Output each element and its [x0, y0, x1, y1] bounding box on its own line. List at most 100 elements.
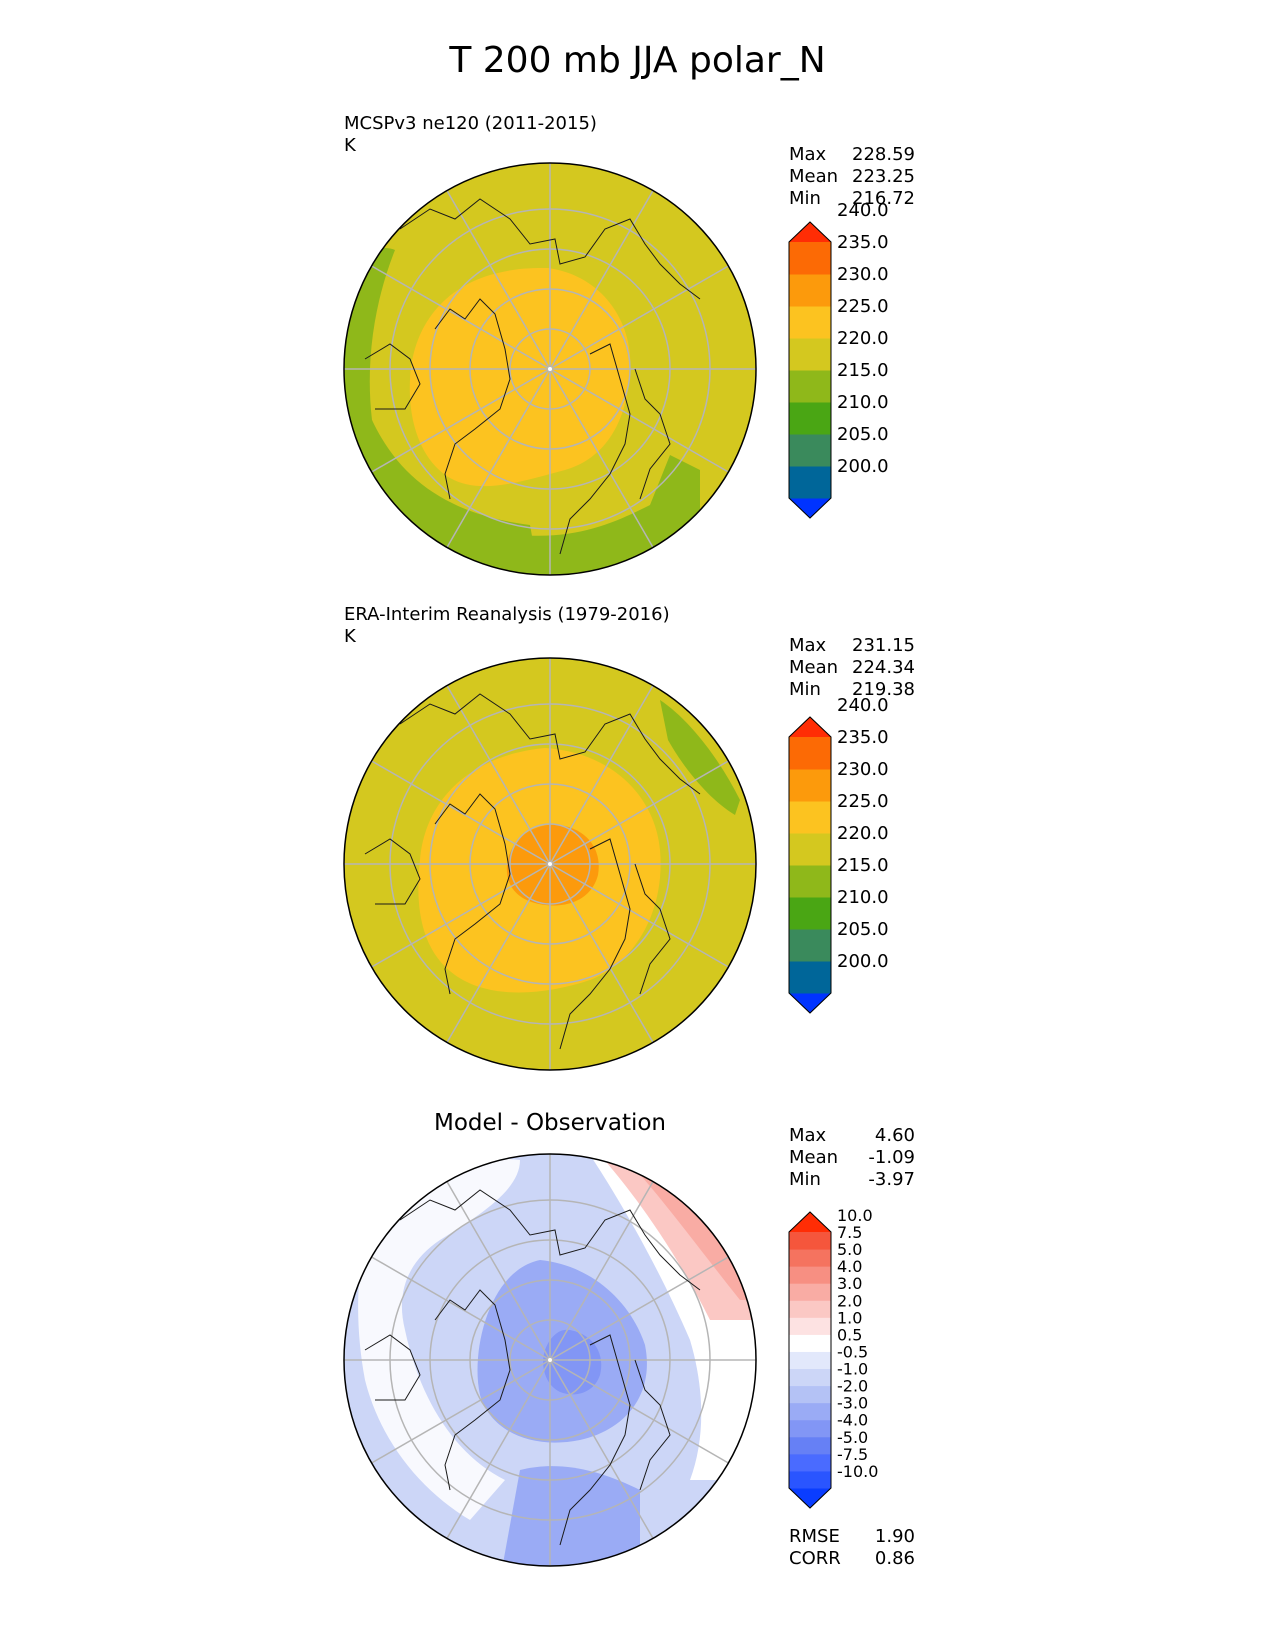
north-pole-marker [548, 367, 552, 371]
meridian-line [371, 265, 551, 370]
panel1-title: MCSPv3 ne120 (2011-2015) K [344, 113, 597, 156]
figure-title: T 200 mb JJA polar_N [449, 40, 826, 81]
colorbar-tick-label: 215.0 [837, 360, 889, 381]
colorbar-tick-label: 210.0 [837, 887, 889, 908]
colorbar-tick-label: 240.0 [837, 695, 889, 716]
colorbar-segment [789, 1300, 831, 1318]
colorbar-segment [789, 1351, 831, 1370]
meridian-line [549, 1256, 729, 1361]
colorbar-extend-min [789, 993, 831, 1013]
colorbar-tick-label: 7.5 [837, 1223, 862, 1242]
colorbar-outline [788, 716, 832, 1014]
colorbar-segment [789, 1283, 831, 1301]
meridian-line [371, 1256, 551, 1361]
colorbar-tick-label: -10.0 [837, 1462, 878, 1481]
colorbar-tick-label: 220.0 [837, 328, 889, 349]
colorbar-tick-label: -1.0 [837, 1360, 868, 1379]
field-near-zero [358, 1158, 520, 1520]
meridian-line [549, 760, 729, 865]
colorbar-outline [788, 1211, 832, 1509]
meridian-line [549, 368, 654, 548]
meridian-line [371, 1359, 551, 1464]
colorbar-tick-label: 235.0 [837, 727, 889, 748]
colorbar-tick-label: 2.0 [837, 1291, 862, 1310]
colorbar-3: -10.0-7.5-5.0-4.0-3.0-2.0-1.0-0.50.51.02… [788, 1206, 878, 1509]
north-pole-marker [548, 862, 552, 866]
meridian-line [446, 190, 551, 370]
colorbar-tick-label: 230.0 [837, 759, 889, 780]
colorbar-tick-label: -7.5 [837, 1445, 868, 1464]
north-pole-marker [548, 1358, 552, 1362]
colorbar-segment [789, 1385, 831, 1404]
colorbar-segment [789, 274, 831, 307]
colorbar-segment [789, 929, 831, 962]
panel2-stats: Max 231.15 Mean 224.34 Min 219.38 [789, 635, 915, 700]
colorbar-2: 200.0 205.0 210.0 215.0 220.0 225.0 230.0 235.0… [788, 695, 889, 1014]
colorbar-segment [789, 1266, 831, 1284]
colorbar-segment [789, 1402, 831, 1421]
meridian-line [549, 1181, 654, 1361]
colorbar-segment [789, 1232, 831, 1250]
colorbar-extend-min [789, 498, 831, 518]
colorbar-tick-label: -3.0 [837, 1394, 868, 1413]
colorbar-tick-label: -4.0 [837, 1411, 868, 1430]
colorbar-tick-label: 1.0 [837, 1308, 862, 1327]
map-border [343, 1153, 757, 1567]
meridian-line [371, 863, 551, 968]
colorbar-segment [789, 1436, 831, 1455]
colorbar-segment [789, 769, 831, 802]
colorbar-segment [789, 338, 831, 371]
colorbar-segment [789, 1453, 831, 1472]
colorbar-segment [789, 1368, 831, 1387]
meridian-line [446, 1359, 551, 1539]
colorbar-tick-label: 205.0 [837, 919, 889, 940]
colorbar-tick-label: 200.0 [837, 456, 889, 477]
colorbar-segment [789, 737, 831, 770]
colorbar-segment [789, 1249, 831, 1267]
colorbar-extend-max [789, 222, 831, 242]
map-border [343, 162, 757, 576]
colorbar-segment [789, 242, 831, 275]
meridian-line [446, 685, 551, 865]
colorbar-extend-max [789, 1212, 831, 1232]
colorbar-segment [789, 833, 831, 866]
colorbar-segment [789, 402, 831, 435]
meridian-line [371, 760, 551, 865]
colorbar-tick-label: 0.5 [837, 1325, 862, 1344]
colorbar-tick-label: -5.0 [837, 1428, 868, 1447]
colorbar-segment [789, 1334, 831, 1352]
colorbar-tick-label: 200.0 [837, 951, 889, 972]
coastline [364, 1189, 701, 1546]
panel3-stats: Max 4.60 Mean -1.09 Min -3.97 [789, 1125, 915, 1190]
colorbar-extend-min [789, 1488, 831, 1508]
meridian-line [549, 1359, 654, 1539]
colorbar-tick-label: -0.5 [837, 1342, 868, 1361]
meridian-line [549, 863, 729, 968]
colorbar-tick-label: 230.0 [837, 264, 889, 285]
meridian-line [549, 685, 654, 865]
coastline [364, 198, 701, 555]
field-215-220 [660, 700, 740, 815]
panel3-title: Model - Observation [433, 1110, 667, 1136]
panel1-stats: Max 228.59 Mean 223.25 Min 216.72 [789, 144, 915, 209]
colorbar-tick-label: 235.0 [837, 232, 889, 253]
colorbar-tick-label: 215.0 [837, 855, 889, 876]
colorbar-tick-label: -2.0 [837, 1377, 868, 1396]
colorbar-segment [789, 961, 831, 994]
colorbar-segment [789, 865, 831, 898]
colorbar-tick-label: 5.0 [837, 1240, 862, 1259]
colorbar-outline [788, 221, 832, 519]
map-grid-2 [343, 657, 757, 1071]
panel2-title: ERA-Interim Reanalysis (1979-2016) K [344, 604, 670, 647]
field-225-230 [409, 268, 631, 487]
map-grid-3 [343, 1153, 757, 1567]
meridian-line [446, 368, 551, 548]
colorbar-tick-label: 3.0 [837, 1274, 862, 1293]
colorbar-segment [789, 370, 831, 403]
colorbar-extend-max [789, 717, 831, 737]
colorbar-tick-label: 205.0 [837, 424, 889, 445]
colorbar-segment [789, 1317, 831, 1335]
colorbar-tick-label: 4.0 [837, 1257, 862, 1276]
meridian-line [549, 265, 729, 370]
